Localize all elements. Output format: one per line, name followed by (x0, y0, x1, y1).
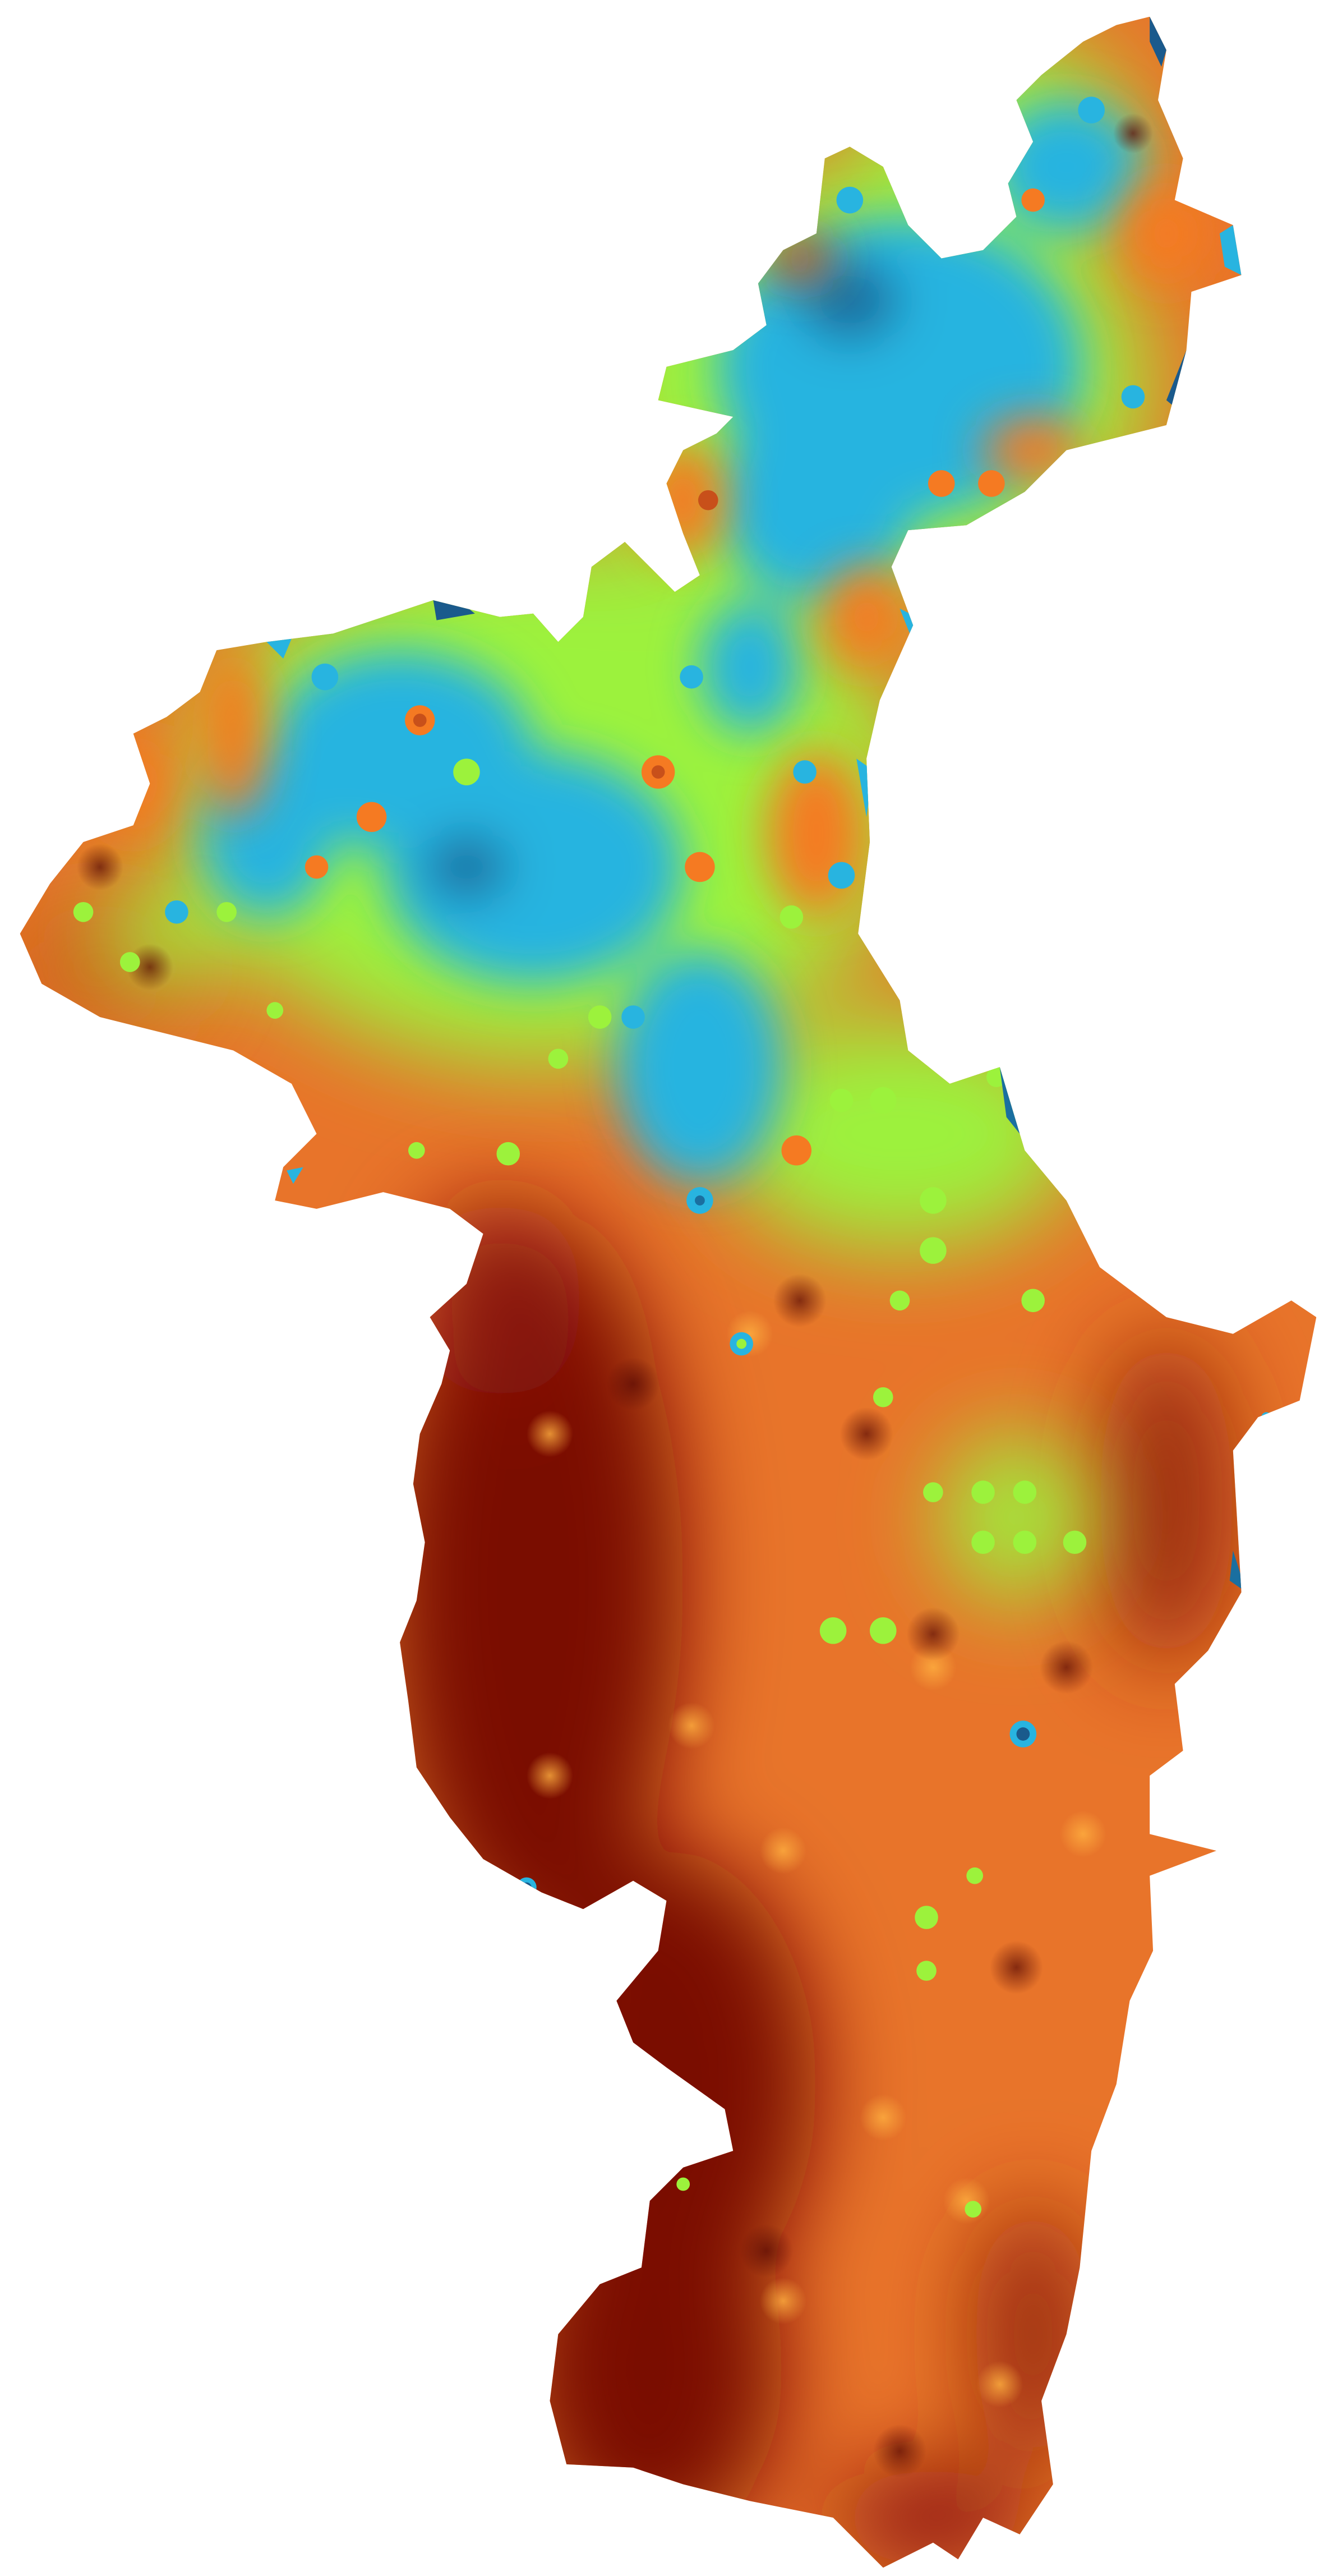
spot-pattern (73, 96, 1272, 2478)
